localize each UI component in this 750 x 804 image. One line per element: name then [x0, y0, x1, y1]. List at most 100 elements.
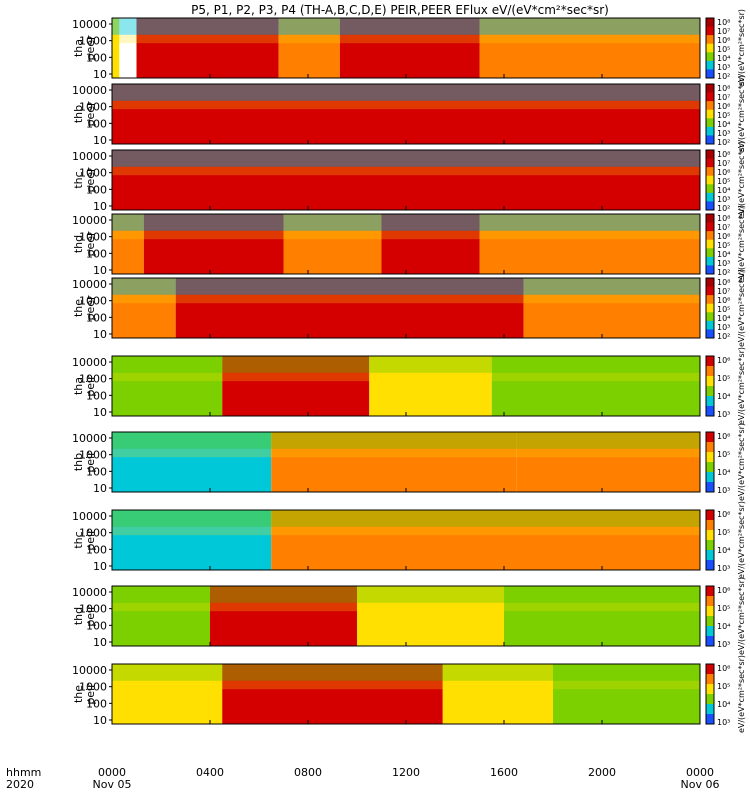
- spectrogram-segment: [442, 664, 553, 724]
- y-tick-label: 1000: [79, 527, 107, 540]
- spectrogram-segment: [271, 510, 700, 570]
- colorbar-segment: [706, 406, 714, 417]
- y-tick-label: 10: [93, 560, 107, 573]
- spectrogram-segment: [210, 586, 357, 646]
- y-tick-label: 1000: [79, 167, 107, 180]
- spectrogram-panel: 10 100 1000 10000 tha peer 10²10³10⁴10⁵10⁶10⁷1…: [72, 9, 746, 87]
- colorbar-segment: [706, 386, 714, 397]
- y-tick-label: 10: [93, 134, 107, 147]
- y-tick-label: 10: [93, 482, 107, 495]
- colorbar-segment: [706, 510, 714, 521]
- colorbar-segment: [706, 60, 714, 70]
- panel-label: peir: [84, 451, 97, 473]
- colorbar-segment: [706, 109, 714, 119]
- colorbar-segment: [706, 175, 714, 185]
- colorbar-tick-label: 10⁴: [717, 120, 730, 129]
- y-tick-label: 100: [86, 543, 107, 556]
- panel-label: thc: [72, 531, 85, 548]
- colorbar-segment: [706, 482, 714, 493]
- colorbar-segment: [706, 18, 714, 28]
- high-energy-band: [112, 214, 700, 231]
- spectrogram-segment: [339, 18, 480, 78]
- colorbar-segment: [706, 432, 714, 443]
- y-tick-label: 10: [93, 68, 107, 81]
- panel-label: tha: [72, 39, 85, 57]
- colorbar-tick-label: 10²: [717, 268, 730, 277]
- spectrogram-segment: [369, 356, 492, 416]
- colorbar-frame: [705, 149, 715, 211]
- spectrogram-panel: 10 100 1000 10000 the peir 10³ 10⁴ 10⁵ 10⁶ eV/(eV*…: [72, 655, 746, 733]
- colorbar-frame: [705, 277, 715, 339]
- colorbar-segment: [706, 239, 714, 249]
- colorbar-segment: [706, 43, 714, 53]
- colorbar-segment: [706, 586, 714, 597]
- y-tick-label: 10000: [72, 432, 107, 445]
- mid-energy-band: [112, 602, 700, 612]
- colorbar-tick-label: 10⁶: [717, 36, 730, 45]
- spectrogram-segment: [112, 278, 176, 338]
- colorbar-segment: [706, 92, 714, 102]
- high-energy-band: [112, 18, 700, 35]
- x-tick-label: 0000: [98, 766, 126, 779]
- colorbar-segment: [706, 231, 714, 241]
- colorbar-segment: [706, 35, 714, 45]
- panel-label: peer: [84, 295, 97, 321]
- colorbar-segment: [706, 396, 714, 407]
- mid-energy-band: [112, 100, 700, 110]
- panel-label: peir: [84, 683, 97, 705]
- y-tick-label: 10: [93, 636, 107, 649]
- spectrogram-segment: [278, 18, 340, 78]
- y-tick-label: 10: [93, 328, 107, 341]
- colorbar-frame: [705, 213, 715, 275]
- colorbar-frame: [705, 83, 715, 145]
- high-energy-band: [112, 432, 700, 449]
- colorbar-tick-label: 10⁴: [717, 622, 730, 631]
- colorbar-frame: [705, 585, 715, 647]
- colorbar-segment: [706, 366, 714, 377]
- colorbar-segment: [706, 550, 714, 561]
- y-tick-label: 1000: [79, 295, 107, 308]
- spectrogram-segment: [283, 214, 382, 274]
- panel-label: thb: [72, 105, 85, 123]
- colorbar-tick-label: 10³: [717, 564, 730, 573]
- colorbar-tick-label: 10⁷: [717, 159, 730, 168]
- y-tick-label: 10000: [72, 586, 107, 599]
- colorbar-tick-label: 10⁴: [717, 314, 730, 323]
- colorbar-tick-label: 10⁵: [717, 305, 730, 314]
- y-tick-label: 10: [93, 264, 107, 277]
- colorbar-segment: [706, 118, 714, 128]
- chart-title: P5, P1, P2, P3, P4 (TH-A,B,C,D,E) PEIR,P…: [191, 3, 609, 17]
- colorbar-tick-label: 10⁴: [717, 700, 730, 709]
- y-tick-label: 10000: [72, 278, 107, 291]
- colorbar-segment: [706, 286, 714, 296]
- x-tick-label: 0000: [686, 766, 714, 779]
- spectrogram-segment: [112, 356, 223, 416]
- spectrogram-segment: [271, 432, 517, 492]
- colorbar-segment: [706, 442, 714, 453]
- high-energy-band: [112, 356, 700, 373]
- spectrogram-panel: 10 100 1000 10000 tha peir 10³ 10⁴ 10⁵ 10⁶ eV/(eV*…: [72, 347, 746, 425]
- colorbar-segment: [706, 184, 714, 194]
- colorbar-segment: [706, 606, 714, 617]
- colorbar-frame: [705, 17, 715, 79]
- spectrogram-segment: [479, 214, 700, 274]
- y-tick-label: 1000: [79, 231, 107, 244]
- colorbar-tick-label: 10³: [717, 195, 730, 204]
- colorbar-tick-label: 10⁴: [717, 546, 730, 555]
- y-tick-label: 10: [93, 714, 107, 727]
- y-tick-label: 1000: [79, 681, 107, 694]
- colorbar-segment: [706, 664, 714, 675]
- colorbar-segment: [706, 101, 714, 111]
- spectrogram-segment: [112, 432, 272, 492]
- y-tick-label: 100: [86, 619, 107, 632]
- y-tick-label: 10000: [72, 664, 107, 677]
- colorbar-segment: [706, 222, 714, 232]
- x-date-label: Nov 06: [681, 778, 720, 791]
- panel-label: peer: [84, 101, 97, 127]
- colorbar-tick-label: 10³: [717, 63, 730, 72]
- colorbar-frame: [705, 509, 715, 571]
- panel-label: thb: [72, 453, 85, 471]
